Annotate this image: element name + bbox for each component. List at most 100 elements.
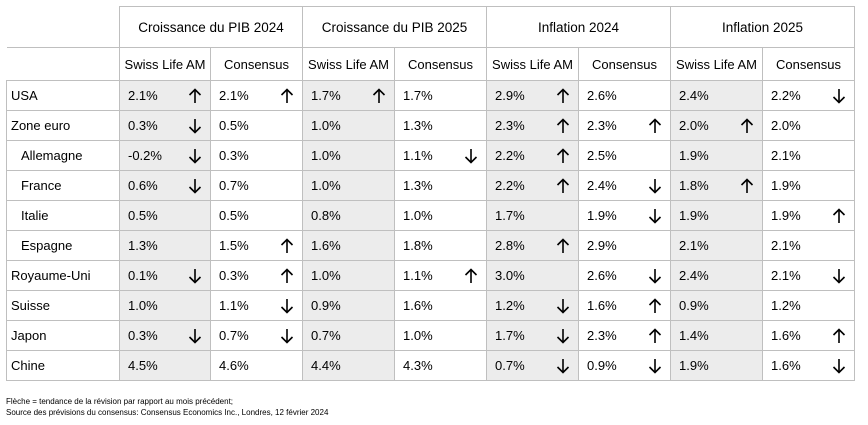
consensus-value-cell: 0.5%: [210, 110, 303, 141]
group-header: Croissance du PIB 2025: [302, 6, 487, 48]
arrow-placeholder: [464, 208, 478, 224]
arrow-down-icon: [832, 358, 846, 374]
consensus-value-cell: 2.3%: [578, 110, 671, 141]
arrow-up-icon: [832, 207, 846, 224]
arrow-placeholder: [280, 178, 294, 194]
arrow-placeholder: [372, 358, 386, 374]
value-text: 1.0%: [403, 328, 433, 343]
arrow-up-icon: [648, 327, 662, 344]
arrow-down-icon: [188, 178, 202, 194]
value-text: 1.6%: [771, 358, 801, 373]
value-text: 0.7%: [219, 328, 249, 343]
arrow-down-icon: [648, 178, 662, 194]
group-header: Inflation 2024: [486, 6, 671, 48]
value-text: 2.1%: [128, 88, 158, 103]
swisslife-value-cell: 2.3%: [486, 110, 579, 141]
arrow-down-icon: [832, 268, 846, 284]
value-text: 1.1%: [403, 148, 433, 163]
arrow-placeholder: [556, 268, 570, 284]
consensus-value-cell: 1.5%: [210, 230, 303, 261]
arrow-down-icon: [648, 208, 662, 224]
arrow-placeholder: [372, 208, 386, 224]
footnotes: Flèche = tendance de la révision par rap…: [6, 396, 328, 418]
arrow-placeholder: [832, 148, 846, 164]
arrow-placeholder: [832, 118, 846, 134]
consensus-value-cell: 0.7%: [210, 170, 303, 201]
swisslife-value-cell: 0.3%: [119, 110, 211, 141]
value-text: 2.1%: [771, 268, 801, 283]
consensus-value-cell: 1.3%: [394, 110, 487, 141]
arrow-down-icon: [556, 328, 570, 344]
arrow-placeholder: [372, 238, 386, 254]
arrow-up-icon: [648, 297, 662, 314]
value-text: 0.9%: [679, 298, 709, 313]
arrow-down-icon: [556, 358, 570, 374]
arrow-up-icon: [372, 87, 386, 104]
consensus-value-cell: 4.3%: [394, 350, 487, 381]
swisslife-value-cell: 4.5%: [119, 350, 211, 381]
value-text: 2.6%: [587, 268, 617, 283]
value-text: 0.3%: [219, 148, 249, 163]
swisslife-value-cell: 2.1%: [119, 80, 211, 111]
subheader-row: Swiss Life AM Consensus Swiss Life AM Co…: [6, 47, 855, 81]
country-label: Zone euro: [6, 110, 120, 141]
value-text: 2.1%: [771, 148, 801, 163]
arrow-down-icon: [648, 358, 662, 374]
subheader-swisslife: Swiss Life AM: [302, 47, 395, 81]
swisslife-value-cell: 1.8%: [670, 170, 763, 201]
swisslife-value-cell: 0.3%: [119, 320, 211, 351]
swisslife-value-cell: 0.9%: [670, 290, 763, 321]
arrow-placeholder: [188, 358, 202, 374]
subheader-consensus: Consensus: [578, 47, 671, 81]
arrow-placeholder: [740, 328, 754, 344]
arrow-placeholder: [740, 268, 754, 284]
swisslife-value-cell: 2.9%: [486, 80, 579, 111]
arrow-up-icon: [188, 87, 202, 104]
subheader-swisslife: Swiss Life AM: [670, 47, 763, 81]
value-text: 0.5%: [128, 208, 158, 223]
consensus-value-cell: 2.2%: [762, 80, 855, 111]
country-label: Japon: [6, 320, 120, 351]
swisslife-value-cell: 1.2%: [486, 290, 579, 321]
swisslife-value-cell: 0.6%: [119, 170, 211, 201]
value-text: 1.2%: [771, 298, 801, 313]
value-text: 1.9%: [679, 208, 709, 223]
value-text: 1.3%: [128, 238, 158, 253]
value-text: 2.0%: [771, 118, 801, 133]
value-text: 0.5%: [219, 118, 249, 133]
table-row: Zone euro 0.3% 0.5% 1.0% 1.3% 2.3% 2.3% 2.0% 2.0…: [6, 110, 855, 141]
subheader-consensus: Consensus: [762, 47, 855, 81]
arrow-down-icon: [280, 328, 294, 344]
value-text: 2.1%: [771, 238, 801, 253]
swisslife-value-cell: 1.0%: [302, 140, 395, 171]
value-text: 0.9%: [587, 358, 617, 373]
group-header: Croissance du PIB 2024: [119, 6, 303, 48]
footnote-source: Source des prévisions du consensus: Cons…: [6, 408, 329, 417]
consensus-value-cell: 2.1%: [762, 140, 855, 171]
country-label: Espagne: [6, 230, 120, 261]
country-label: Allemagne: [6, 140, 120, 171]
arrow-placeholder: [648, 238, 662, 254]
forecast-table: Croissance du PIB 2024 Croissance du PIB…: [6, 6, 855, 381]
arrow-placeholder: [832, 298, 846, 314]
value-text: 2.9%: [495, 88, 525, 103]
swisslife-value-cell: 0.8%: [302, 200, 395, 231]
value-text: 1.9%: [587, 208, 617, 223]
consensus-value-cell: 1.9%: [762, 200, 855, 231]
swisslife-value-cell: 0.7%: [302, 320, 395, 351]
arrow-placeholder: [280, 208, 294, 224]
value-text: 1.7%: [495, 208, 525, 223]
consensus-value-cell: 1.1%: [394, 140, 487, 171]
value-text: 1.7%: [311, 88, 341, 103]
header-corner: [6, 47, 120, 81]
consensus-value-cell: 1.6%: [762, 350, 855, 381]
arrow-down-icon: [188, 268, 202, 284]
value-text: 1.5%: [219, 238, 249, 253]
swisslife-value-cell: 0.5%: [119, 200, 211, 231]
swisslife-value-cell: 1.7%: [486, 200, 579, 231]
arrow-placeholder: [648, 148, 662, 164]
arrow-up-icon: [556, 237, 570, 254]
value-text: 1.8%: [403, 238, 433, 253]
value-text: 0.6%: [128, 178, 158, 193]
swisslife-value-cell: 0.1%: [119, 260, 211, 291]
